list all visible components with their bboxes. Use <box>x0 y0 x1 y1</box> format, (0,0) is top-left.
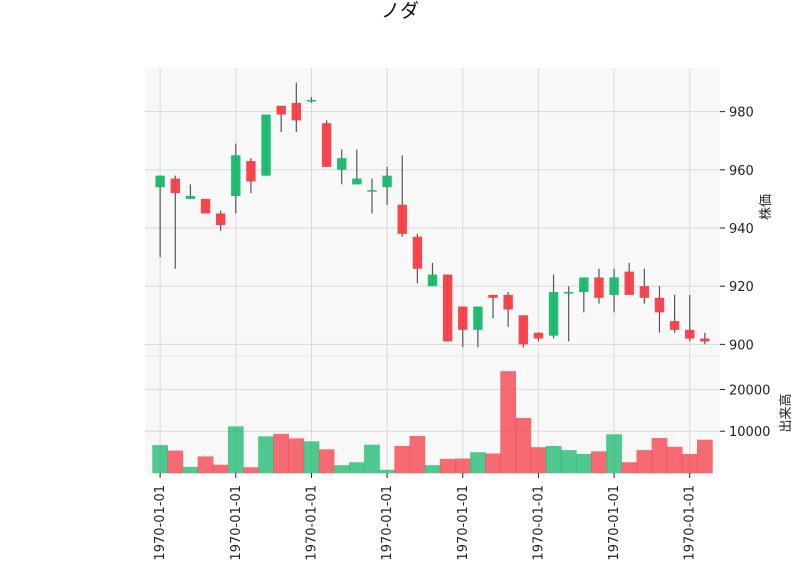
volume-bar-up <box>333 465 350 474</box>
volume-bar-down <box>621 462 638 474</box>
price-tick-label: 980 <box>729 106 754 121</box>
candle-body-up <box>548 292 559 336</box>
volume-bar-down <box>530 447 547 474</box>
candle-body-down <box>488 294 498 298</box>
volume-bar-down <box>651 438 668 474</box>
candle-body-down <box>291 102 302 121</box>
candle-body-down <box>639 286 650 298</box>
candle-body-down <box>246 161 256 182</box>
volume-bar-up <box>575 453 592 474</box>
candle-body-up <box>306 100 317 102</box>
volume-bar-up <box>227 426 244 474</box>
price-panel: 900 920 940 960 980 <box>145 68 754 356</box>
candle-body-up <box>261 114 271 176</box>
candle-body-down <box>685 329 695 339</box>
x-tick-label: 1970-01-01 <box>304 485 319 561</box>
candle-body-up <box>352 178 362 185</box>
candle-body-down <box>397 204 407 234</box>
volume-bar-down <box>212 464 229 474</box>
volume-bar-down <box>500 371 517 474</box>
candle-body-up <box>473 306 483 330</box>
candle-body-down <box>412 236 423 269</box>
price-tick-label: 940 <box>729 222 754 237</box>
candle-body-up <box>427 274 438 287</box>
candle-body-down <box>654 297 665 313</box>
candle-body-up <box>609 277 619 295</box>
candle-body-down <box>518 315 528 345</box>
volume-bar-down <box>681 453 698 474</box>
volume-bar-down <box>288 438 305 474</box>
volume-bar-down <box>167 450 184 474</box>
volume-bar-down <box>485 453 501 474</box>
candle-body-up <box>185 196 196 199</box>
candle-body-down <box>276 105 286 115</box>
candle-body-down <box>200 198 211 214</box>
candle-body-down <box>458 306 468 330</box>
price-tick-label: 920 <box>729 280 754 295</box>
x-tick-label: 1970-01-01 <box>607 485 622 561</box>
volume-bar-up <box>364 444 380 474</box>
candle-body-down <box>442 274 453 342</box>
volume-bar-up <box>258 436 274 474</box>
volume-bar-down <box>197 456 214 474</box>
candle-body-down <box>503 294 513 310</box>
volume-bar-down <box>409 435 426 474</box>
volume-panel: 10000 20000 <box>145 355 770 474</box>
volume-bar-up <box>560 450 577 474</box>
price-axis-title: 株価 <box>759 194 774 220</box>
candle-body-down <box>321 123 332 167</box>
price-tick-label: 960 <box>729 164 754 179</box>
x-tick-label: 1970-01-01 <box>153 485 168 561</box>
volume-bar-down <box>394 445 411 474</box>
candle-body-down <box>170 178 180 194</box>
volume-bar-down <box>666 446 683 474</box>
candle-body-up <box>382 175 392 188</box>
x-tick-label: 1970-01-01 <box>456 485 471 561</box>
price-tick-label: 900 <box>729 338 754 353</box>
candle-body-up <box>579 277 589 292</box>
volume-tick-label: 20000 <box>729 383 770 398</box>
x-tick-label: 1970-01-01 <box>229 485 244 561</box>
volume-bar-up <box>152 445 168 474</box>
volume-bar-up <box>606 434 622 474</box>
volume-tick-label: 10000 <box>729 425 770 440</box>
volume-bar-up <box>348 462 365 474</box>
volume-axis-title: 出来高 <box>778 393 794 432</box>
candle-body-up <box>231 155 241 196</box>
volume-bar-down <box>591 451 607 474</box>
candle-body-down <box>533 332 544 339</box>
volume-bar-down <box>318 449 335 474</box>
volume-bar-up <box>182 466 199 474</box>
candle-body-up <box>563 292 574 294</box>
volume-bar-up <box>545 445 562 474</box>
volume-bar-down <box>243 467 259 474</box>
volume-bar-down <box>439 458 456 474</box>
volume-bar-up <box>379 469 395 474</box>
x-tick-label: 1970-01-01 <box>380 485 395 561</box>
x-axis: 1970-01-01 1970-01-01 1970-01-01 1970-01-01… <box>153 473 698 561</box>
volume-bar-down <box>697 439 713 474</box>
volume-bar-down <box>515 417 532 474</box>
candle-body-down <box>669 321 680 330</box>
candle-body-up <box>337 158 347 170</box>
candle-body-up <box>367 190 377 192</box>
candle-body-down <box>700 338 710 342</box>
x-tick-label: 1970-01-01 <box>683 485 698 561</box>
volume-bar-down <box>454 458 471 474</box>
candle-body-up <box>155 175 165 188</box>
volume-bar-up <box>470 452 486 474</box>
candle-body-down <box>594 277 604 298</box>
volume-bar-up <box>424 465 441 474</box>
volume-bar-down <box>636 450 653 474</box>
volume-bar-down <box>273 433 290 474</box>
x-tick-label: 1970-01-01 <box>531 485 546 561</box>
candle-body-down <box>624 271 634 295</box>
volume-bar-up <box>303 441 320 474</box>
chart-title: ノダ <box>381 0 419 22</box>
candle-body-down <box>215 213 226 226</box>
price-panel-bg <box>145 68 720 356</box>
